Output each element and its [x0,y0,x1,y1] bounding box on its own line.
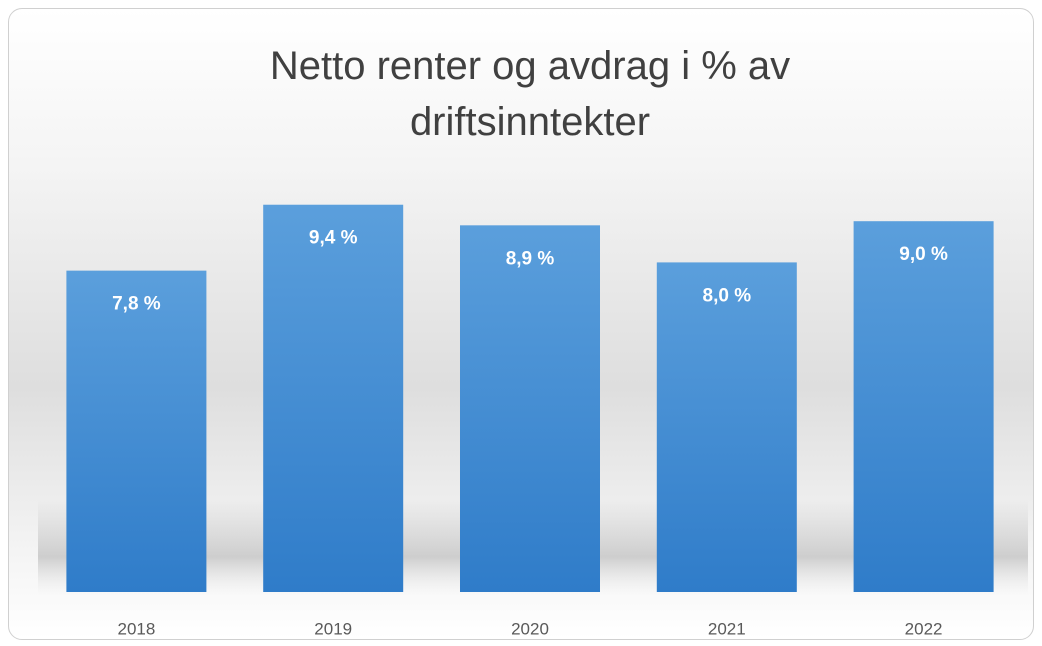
bar [66,270,207,592]
bar [460,225,600,592]
value-label: 9,4 % [309,228,358,249]
bar [853,221,994,592]
bar [263,204,404,592]
chart-title: Netto renter og avdrag i % av driftsinnt… [269,44,791,144]
value-label: 7,8 % [112,294,161,315]
x-tick-label: 2022 [905,619,943,638]
x-tick-label: 2019 [314,619,352,638]
x-tick-label: 2018 [117,619,155,638]
x-tick-label: 2021 [708,619,746,638]
value-label: 8,9 % [506,248,555,269]
bar [656,262,797,592]
value-label: 8,0 % [703,285,752,306]
x-tick-label: 2020 [511,619,549,638]
value-label: 9,0 % [899,244,948,265]
